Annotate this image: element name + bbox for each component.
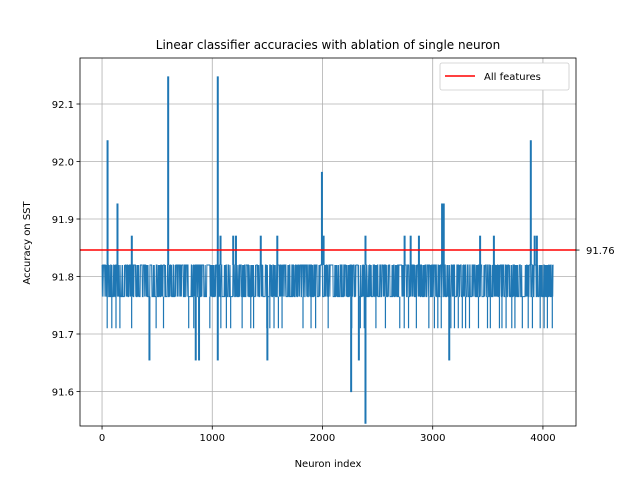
y-axis-ticks: 91.6 91.7 91.8 91.9 92.0 92.1 xyxy=(52,100,80,399)
y-tick-label: 92.1 xyxy=(52,100,74,111)
y-tick-label: 92.0 xyxy=(52,158,74,169)
plot-frame xyxy=(79,57,577,427)
chart-title: Linear classifier accuracies with ablati… xyxy=(156,38,500,52)
x-axis-ticks: 0 1000 2000 3000 4000 xyxy=(99,426,556,444)
series-band-line xyxy=(101,264,554,298)
y-axis-label: Accuracy on SST xyxy=(22,200,33,284)
legend: All features xyxy=(439,62,570,91)
y-tick-label: 91.6 xyxy=(52,388,74,399)
x-axis-label: Neuron index xyxy=(295,459,362,470)
legend-label-all-features: All features xyxy=(484,72,541,83)
legend-box xyxy=(439,62,570,91)
y-tick-label: 91.9 xyxy=(52,215,74,226)
x-tick-label: 1000 xyxy=(200,433,225,444)
x-tick-label: 0 xyxy=(99,433,105,444)
reference-value-label: 91.76 xyxy=(586,246,615,257)
x-tick-label: 2000 xyxy=(310,433,335,444)
y-tick-label: 91.7 xyxy=(52,330,74,341)
y-tick-label: 91.8 xyxy=(52,273,74,284)
x-tick-label: 4000 xyxy=(530,433,555,444)
series-band-dips xyxy=(106,296,553,329)
series-band xyxy=(101,264,554,329)
x-tick-label: 3000 xyxy=(420,433,445,444)
